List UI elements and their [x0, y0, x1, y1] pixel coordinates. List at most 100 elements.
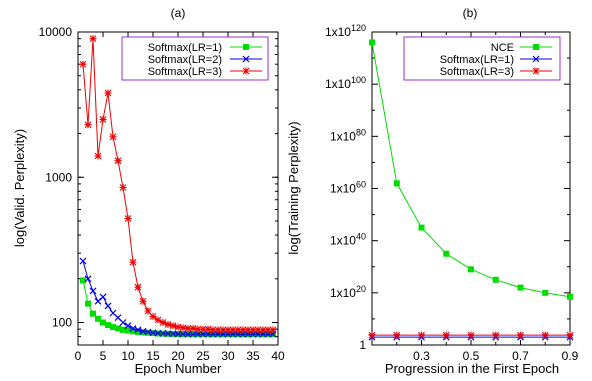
- chart-a-point: [134, 283, 142, 291]
- chart-b-point: [468, 266, 474, 273]
- chart-a-legend-marker: [243, 44, 249, 50]
- chart-a-point: [174, 323, 182, 331]
- chart-b-point: [442, 331, 450, 339]
- chart-a-point: [85, 300, 91, 307]
- chart-b-ytick-exponent: 100: [351, 75, 366, 85]
- chart-a-point: [134, 326, 142, 334]
- chart-a-point: [99, 115, 107, 123]
- chart-a-ytick-label: 1000: [45, 170, 72, 184]
- chart-a-point: [179, 324, 187, 332]
- chart-b-series-line: [371, 42, 571, 298]
- chart-b-series-3: [368, 331, 574, 339]
- chart-a-point: [184, 324, 192, 332]
- chart-a-point: [100, 319, 106, 326]
- chart-a-legend-label: Softmax(LR=2): [148, 54, 222, 66]
- chart-a-point: [259, 326, 267, 334]
- chart-a-point: [130, 328, 136, 335]
- chart-a-xtick-label: 5: [100, 349, 107, 363]
- chart-b-xtick-label: 0.9: [562, 349, 579, 363]
- chart-a-point: [149, 312, 157, 320]
- chart-a-point: [144, 307, 152, 315]
- chart-a-point: [79, 60, 87, 68]
- chart-a-point: [184, 330, 192, 338]
- chart-a-series-3: [79, 35, 277, 334]
- chart-b-point: [542, 289, 549, 296]
- chart-a: (a) 0 5 10 15 20 25 30 35 40 100 1000 10000 Epoch N…: [12, 6, 285, 376]
- chart-b-ytick-exponent: 120: [351, 23, 366, 33]
- chart-a-series-line: [82, 38, 273, 331]
- chart-a-xtick-label: 35: [246, 349, 260, 363]
- chart-a-point: [139, 297, 147, 305]
- chart-a-point: [84, 121, 92, 129]
- chart-a-point: [229, 326, 237, 334]
- chart-b-legend-label: Softmax(LR=3): [440, 66, 514, 78]
- chart-a-point: [104, 302, 112, 310]
- chart-b-point: [467, 331, 475, 339]
- chart-b-xlabel: Progression in the First Epoch: [385, 361, 559, 376]
- chart-b-ytick-label: 1x10120: [325, 23, 366, 39]
- chart-a-point: [115, 325, 121, 332]
- chart-b-point: [443, 250, 450, 257]
- chart-b-ytick-exponent: 20: [356, 284, 366, 294]
- chart-b-ytick-label: 1x1040: [330, 232, 366, 248]
- chart-b-point: [369, 39, 375, 46]
- chart-b-point: [566, 331, 574, 339]
- chart-a-point: [239, 326, 247, 334]
- chart-a-point: [114, 157, 122, 165]
- chart-b-series-1: [369, 39, 573, 300]
- chart-a-point: [104, 89, 112, 97]
- chart-b-point: [517, 284, 524, 291]
- chart-a-point: [80, 277, 86, 284]
- chart-b-legend-marker: [532, 67, 540, 75]
- chart-a-legend-label: Softmax(LR=1): [148, 42, 222, 54]
- chart-a-xtick-label: 15: [146, 349, 160, 363]
- chart-a-point: [179, 330, 187, 338]
- chart-a-point: [159, 330, 167, 337]
- chart-a-point: [264, 326, 272, 334]
- chart-a-point: [89, 287, 97, 295]
- chart-b-legend-label: Softmax(LR=1): [440, 54, 514, 66]
- chart-b-point: [517, 331, 524, 339]
- chart-a-point: [119, 319, 127, 326]
- chart-a-title: (a): [171, 6, 186, 20]
- chart-a-xtick-label: 30: [221, 349, 235, 363]
- chart-b-point: [393, 331, 401, 339]
- chart-a-point: [199, 325, 207, 333]
- chart-b-xtick-label: 0.3: [413, 349, 430, 363]
- chart-b-ytick-exponent: 40: [356, 232, 366, 242]
- chart-a-point: [124, 322, 132, 330]
- chart-a-ytick-label: 100: [52, 316, 72, 330]
- chart-a-point: [109, 133, 117, 141]
- chart-a-legend-marker: [242, 67, 250, 75]
- chart-a-point: [199, 330, 207, 338]
- chart-a-legend: Softmax(LR=1)Softmax(LR=2)Softmax(LR=3): [121, 36, 269, 81]
- chart-a-point: [164, 320, 172, 328]
- chart-a-ylabel: log(Valid. Perplexity): [12, 129, 27, 247]
- chart-a-point: [159, 319, 167, 326]
- chart-b-ytick-label: 1x1080: [330, 127, 366, 143]
- chart-a-point: [119, 184, 127, 192]
- chart-b-legend-label: NCE: [491, 42, 514, 54]
- chart-a-point: [110, 324, 116, 331]
- chart-a-series-line: [82, 260, 273, 335]
- chart-a-point: [194, 325, 202, 333]
- chart-b-ytick-label: 1x1020: [330, 284, 366, 300]
- chart-a-xtick-label: 0: [75, 349, 82, 363]
- chart-a-xtick-label: 25: [196, 349, 210, 363]
- chart-a-point: [174, 330, 182, 338]
- chart-a-point: [204, 325, 212, 333]
- chart-a-legend-marker: [242, 55, 250, 63]
- chart-b-ytick-label: 1x10100: [325, 75, 366, 91]
- chart-a-point: [244, 326, 252, 334]
- chart-a-point: [169, 322, 177, 330]
- chart-b-point: [567, 293, 573, 300]
- chart-a-point: [194, 330, 202, 338]
- chart-a-point: [129, 258, 137, 266]
- chart-b-point: [492, 276, 499, 283]
- chart-a-point: [79, 257, 87, 265]
- chart-b-xtick-label: 0.7: [512, 349, 529, 363]
- chart-a-point: [95, 315, 101, 322]
- chart-b-ytick-exponent: 60: [356, 180, 366, 190]
